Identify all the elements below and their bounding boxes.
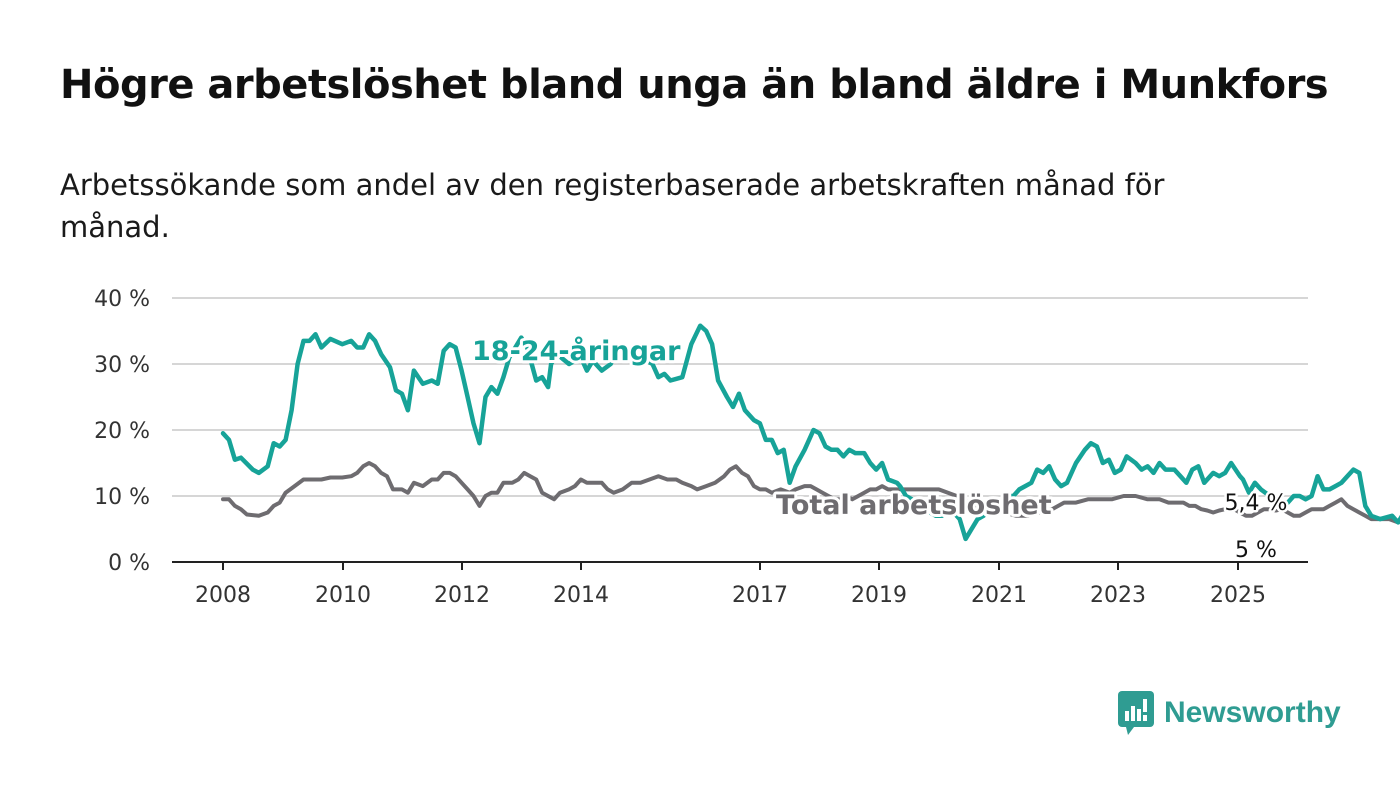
- x-tick-label: 2008: [195, 583, 251, 608]
- x-tick-label: 2019: [851, 583, 907, 608]
- x-tick-label: 2023: [1090, 583, 1146, 608]
- x-axis-ticks: 2008 2010 2012 2014 2017 2019 2021 2023 2025: [195, 562, 1266, 608]
- brand-name: Newsworthy: [1164, 696, 1341, 729]
- x-tick-label: 2010: [315, 583, 371, 608]
- series-label-youth: 18-24-åringar: [472, 335, 681, 367]
- series-line-total: [221, 461, 1400, 525]
- series-label-youth-halo: 18-24-åringar: [472, 335, 681, 367]
- end-label-total-halo: 5,4 %: [1225, 491, 1288, 516]
- page-title: Högre arbetslöshet bland unga än bland ä…: [60, 62, 1329, 108]
- end-label-youth: 5 %: [1235, 538, 1277, 563]
- x-tick-label: 2014: [553, 583, 609, 608]
- chart-subtitle: Arbetssökande som andel av den registerb…: [60, 168, 1165, 244]
- y-tick-label: 30 %: [94, 353, 150, 378]
- y-tick-label: 10 %: [94, 485, 150, 510]
- series-label-total: Total arbetslöshet: [776, 490, 1052, 521]
- x-tick-label: 2017: [732, 583, 788, 608]
- x-tick-label: 2021: [971, 583, 1027, 608]
- series-label-total-halo: Total arbetslöshet: [776, 490, 1052, 521]
- x-tick-label: 2025: [1210, 583, 1266, 608]
- y-tick-label: 40 %: [94, 287, 150, 312]
- y-axis-ticks: 0 % 10 % 20 % 30 % 40 %: [94, 287, 150, 576]
- brand-logo: Newsworthy: [1118, 690, 1341, 736]
- x-tick-label: 2012: [434, 583, 490, 608]
- bar-chart-speech-bubble-icon: [1118, 691, 1154, 735]
- end-label-total: 5,4 %: [1225, 491, 1288, 516]
- series-lines: [220, 323, 1400, 542]
- series-line-youth: [220, 323, 1400, 542]
- y-tick-label: 20 %: [94, 419, 150, 444]
- end-label-youth-halo: 5 %: [1235, 538, 1277, 563]
- gridlines: [172, 297, 1308, 563]
- y-tick-label: 0 %: [108, 551, 150, 576]
